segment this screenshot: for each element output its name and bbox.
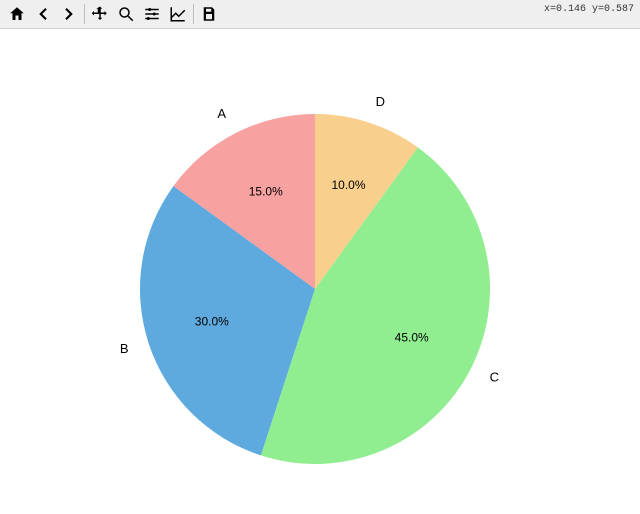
slice-label: D: [376, 94, 385, 109]
pan-button[interactable]: [87, 2, 113, 26]
forward-button[interactable]: [56, 2, 82, 26]
back-button[interactable]: [30, 2, 56, 26]
separator: [193, 4, 194, 24]
arrow-left-icon: [34, 5, 52, 23]
save-icon: [200, 5, 218, 23]
chart-line-icon: [169, 5, 187, 23]
slice-percent-label: 30.0%: [195, 315, 229, 329]
chart-canvas: 15.0% A 30.0% B 45.0% C 10.0% D: [0, 29, 640, 514]
home-icon: [8, 5, 26, 23]
slice-label: B: [120, 341, 129, 356]
slice-percent-label: 10.0%: [332, 178, 366, 192]
slice-percent-label: 45.0%: [395, 330, 429, 344]
edit-axes-button[interactable]: [165, 2, 191, 26]
cursor-coordinates: x=0.146 y=0.587: [544, 4, 634, 15]
slice-label: C: [490, 369, 499, 384]
home-button[interactable]: [4, 2, 30, 26]
save-button[interactable]: [196, 2, 222, 26]
move-icon: [91, 5, 109, 23]
slice-percent-label: 15.0%: [249, 184, 283, 198]
slice-label: A: [217, 106, 226, 121]
arrow-right-icon: [60, 5, 78, 23]
pie-chart: 15.0% A 30.0% B 45.0% C 10.0% D: [0, 29, 640, 514]
separator: [84, 4, 85, 24]
sliders-icon: [143, 5, 161, 23]
zoom-icon: [117, 5, 135, 23]
zoom-button[interactable]: [113, 2, 139, 26]
configure-button[interactable]: [139, 2, 165, 26]
toolbar: x=0.146 y=0.587: [0, 0, 640, 29]
